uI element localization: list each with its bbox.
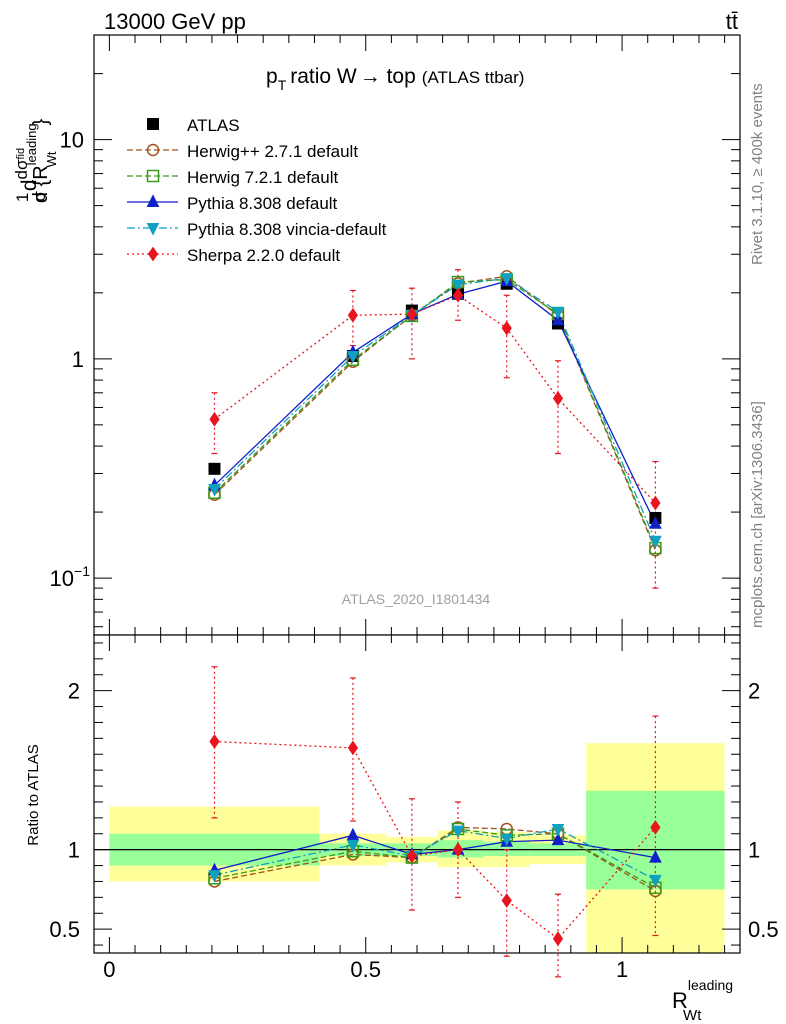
main-point-4-0 (208, 483, 221, 497)
main-panel-background (94, 35, 740, 635)
main-point-4-6 (649, 535, 662, 549)
title-t: T (278, 77, 287, 93)
main-point-4-5 (551, 306, 565, 320)
ratio-ytick-label-right-0: 0.5 (748, 917, 779, 942)
ratio-point-3-3 (451, 825, 465, 839)
title-sub: (ATLAS ttbar) (422, 68, 525, 87)
ratio-point-3-0 (208, 870, 221, 883)
ratio-band-stat-6 (586, 790, 725, 890)
ratio-point-2-6 (649, 849, 662, 863)
ratio-point-3-5 (551, 823, 565, 837)
xtick-label-1: 0.5 (350, 957, 381, 982)
ratio-point-2-5 (551, 832, 565, 846)
ratio-band-stat-4 (483, 841, 530, 857)
ratio-point-3-4 (500, 833, 514, 847)
main-point-5-3 (452, 287, 464, 303)
legend-label-0: ATLAS (187, 116, 240, 135)
legend-marker-1 (146, 143, 160, 157)
main-point-0-0 (208, 462, 221, 475)
rivet-label: Rivet 3.1.10, ≥ 400k events (749, 83, 766, 265)
ratio-ytick-label-right-1: 1 (748, 838, 760, 863)
mcplots-label: mcplots.cern.ch [arXiv:1306.3436] (749, 401, 766, 628)
main-point-5-4 (501, 320, 512, 336)
main-y-axis-label: 1σddσfid d {Rleading Wt} (12, 119, 59, 204)
main-point-5-0 (209, 411, 220, 427)
ratio-point-4-2 (406, 848, 417, 864)
ratio-ytick-label-left-2: 2 (68, 679, 80, 704)
xtick-label-2: 1 (616, 957, 628, 982)
svg-text:1σddσfid: 1σddσfid (12, 148, 49, 202)
main-ytick-label-1: 1 (72, 347, 84, 372)
main-point-4-1 (346, 351, 360, 364)
ratio-point-4-4 (501, 893, 512, 908)
ratio-point-4-0 (209, 734, 220, 749)
xtick-label-0: 0 (103, 957, 115, 982)
title-ratio: ratio W (290, 65, 357, 88)
legend-marker-2 (146, 169, 160, 183)
ratio-point-3-6 (649, 874, 662, 888)
legend-label-4: Pythia 8.308 vincia-default (187, 220, 387, 239)
ratio-axes: 0.5 0.5 1 1 2 2 0 0.5 1 (49, 635, 779, 982)
main-point-5-5 (552, 391, 564, 406)
ratio-point-4-1 (347, 740, 359, 756)
analysis-watermark: ATLAS_2020_I1801434 (342, 591, 491, 607)
legend-marker-3 (146, 194, 160, 207)
main-point-4-4 (500, 273, 514, 286)
main-markers (208, 270, 662, 557)
title-p: p (266, 65, 278, 88)
ratio-point-2-1 (346, 827, 360, 841)
legend-marker-4 (146, 223, 160, 236)
main-ytick-label-2: 10 (60, 128, 84, 153)
ratio-markers (208, 734, 662, 947)
ratio-point-4-3 (452, 842, 464, 858)
main-point-5-1 (347, 307, 359, 323)
legend-label-2: Herwig 7.2.1 default (187, 168, 338, 187)
x-axis-label: Rleading Wt (672, 977, 733, 1024)
ratio-ytick-label-right-2: 2 (748, 679, 760, 704)
ratio-y-axis-label: Ratio to ATLAS (25, 744, 42, 845)
legend-marker-5 (147, 246, 159, 262)
ratio-ytick-label-left-0: 0.5 (49, 917, 80, 942)
main-point-3-6 (649, 516, 662, 529)
main-title: pT ratio W → top (ATLAS ttbar) (266, 65, 524, 93)
title-arrow: → (360, 65, 381, 88)
legend: ATLAS Herwig++ 2.7.1 default Herwig 7.2.1 … (127, 116, 387, 265)
process-label: tt̄ (726, 9, 738, 34)
main-axes: 10−1 1 10 (50, 34, 740, 635)
legend-marker-0 (147, 118, 159, 130)
main-point-4-3 (451, 279, 465, 293)
legend-label-1: Herwig++ 2.7.1 default (187, 142, 358, 161)
energy-label: 13000 GeV pp (104, 9, 246, 34)
ratio-panel-frame (93, 634, 741, 954)
ratio-ytick-label-left-1: 1 (68, 838, 80, 863)
main-point-5-2 (406, 306, 417, 322)
legend-label-5: Sherpa 2.2.0 default (187, 246, 340, 265)
main-ytick-label-0: 10−1 (50, 563, 91, 591)
legend-label-3: Pythia 8.308 default (187, 194, 338, 213)
main-point-5-6 (650, 495, 661, 511)
title-top: top (381, 65, 416, 88)
ratio-point-4-5 (552, 931, 564, 947)
ratio-point-3-1 (346, 839, 360, 853)
ratio-point-4-6 (650, 820, 661, 835)
